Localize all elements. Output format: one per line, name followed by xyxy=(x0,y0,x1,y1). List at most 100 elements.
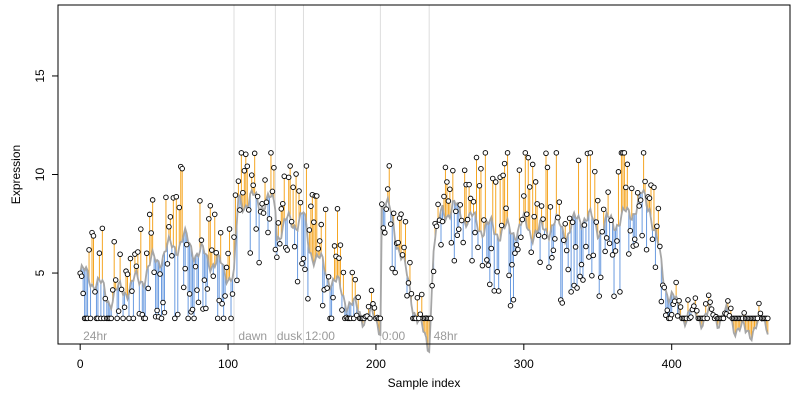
data-point xyxy=(643,246,650,253)
data-point xyxy=(500,172,506,179)
data-point xyxy=(213,249,219,256)
region-label: 0:00 xyxy=(382,329,406,343)
data-point xyxy=(441,193,447,200)
data-point xyxy=(296,188,302,194)
data-point xyxy=(467,195,474,202)
data-point xyxy=(543,150,549,157)
data-point xyxy=(243,151,249,158)
data-point xyxy=(702,301,709,307)
data-point xyxy=(228,315,234,322)
data-point xyxy=(688,314,694,320)
data-point xyxy=(458,217,465,224)
data-point xyxy=(269,188,276,195)
data-point xyxy=(658,298,665,305)
data-point xyxy=(278,206,285,212)
data-point xyxy=(673,279,679,286)
data-point xyxy=(149,197,156,203)
data-point xyxy=(92,289,98,295)
data-point xyxy=(556,199,563,205)
data-point xyxy=(212,211,218,218)
data-point xyxy=(464,216,471,223)
data-point xyxy=(336,255,342,261)
data-point xyxy=(569,219,576,226)
data-point xyxy=(256,259,262,266)
data-point xyxy=(290,184,296,191)
data-point xyxy=(316,238,323,244)
data-point xyxy=(280,200,286,207)
data-point xyxy=(494,268,500,275)
data-point xyxy=(583,243,589,250)
data-point xyxy=(314,193,320,199)
data-point xyxy=(631,236,638,242)
data-point xyxy=(519,216,526,223)
data-point xyxy=(447,186,453,193)
data-point xyxy=(572,244,579,250)
data-point xyxy=(401,244,407,251)
data-point xyxy=(250,182,256,188)
x-axis-title: Sample index xyxy=(388,376,461,390)
x-tick-label: 300 xyxy=(514,357,534,371)
data-point xyxy=(330,294,336,301)
data-point xyxy=(515,246,521,253)
data-point xyxy=(633,242,639,248)
data-point xyxy=(528,249,534,255)
x-tick-label: 0 xyxy=(77,357,84,371)
data-point xyxy=(652,264,659,270)
data-point xyxy=(194,287,200,293)
data-point xyxy=(629,185,635,192)
data-point xyxy=(592,168,598,175)
data-point xyxy=(197,198,203,204)
data-point xyxy=(453,208,459,215)
data-point xyxy=(386,163,392,169)
data-point xyxy=(529,161,536,168)
y-tick-label: 5 xyxy=(33,269,47,276)
data-point xyxy=(605,189,611,195)
data-point xyxy=(96,250,103,256)
data-point xyxy=(108,315,114,322)
data-point xyxy=(337,242,344,248)
data-point xyxy=(472,229,478,236)
y-tick-label: 15 xyxy=(33,69,47,83)
data-point xyxy=(562,221,568,227)
data-point xyxy=(277,241,283,247)
data-point xyxy=(473,154,480,161)
data-point xyxy=(481,217,487,223)
data-point xyxy=(532,179,539,185)
data-point xyxy=(593,219,600,225)
data-point xyxy=(419,291,425,298)
data-point xyxy=(596,293,602,299)
data-point xyxy=(115,308,122,314)
data-point xyxy=(185,315,191,322)
data-point xyxy=(757,310,764,317)
data-point xyxy=(694,308,700,314)
data-point xyxy=(657,243,663,250)
data-point xyxy=(537,259,543,266)
data-point xyxy=(636,203,642,209)
residual-stems xyxy=(79,152,769,352)
data-point xyxy=(142,315,148,322)
data-point xyxy=(671,298,678,304)
x-tick-label: 200 xyxy=(366,357,386,371)
data-point xyxy=(186,291,193,297)
data-point xyxy=(214,315,221,322)
data-point xyxy=(725,298,731,304)
data-point xyxy=(634,190,641,196)
y-axis-title: Expression xyxy=(9,145,23,204)
data-point xyxy=(765,315,771,322)
data-point xyxy=(646,195,653,201)
data-point xyxy=(173,193,180,200)
data-point xyxy=(624,161,631,168)
data-point xyxy=(568,289,574,295)
data-point xyxy=(263,199,270,205)
data-point xyxy=(124,271,131,278)
data-point xyxy=(127,255,134,262)
data-point xyxy=(414,294,421,301)
data-point xyxy=(240,189,246,196)
data-point xyxy=(175,311,181,318)
data-point xyxy=(501,160,508,167)
data-point xyxy=(478,165,484,172)
data-point xyxy=(466,181,472,188)
data-point xyxy=(402,218,409,225)
data-point xyxy=(154,307,160,314)
data-point xyxy=(80,290,86,297)
